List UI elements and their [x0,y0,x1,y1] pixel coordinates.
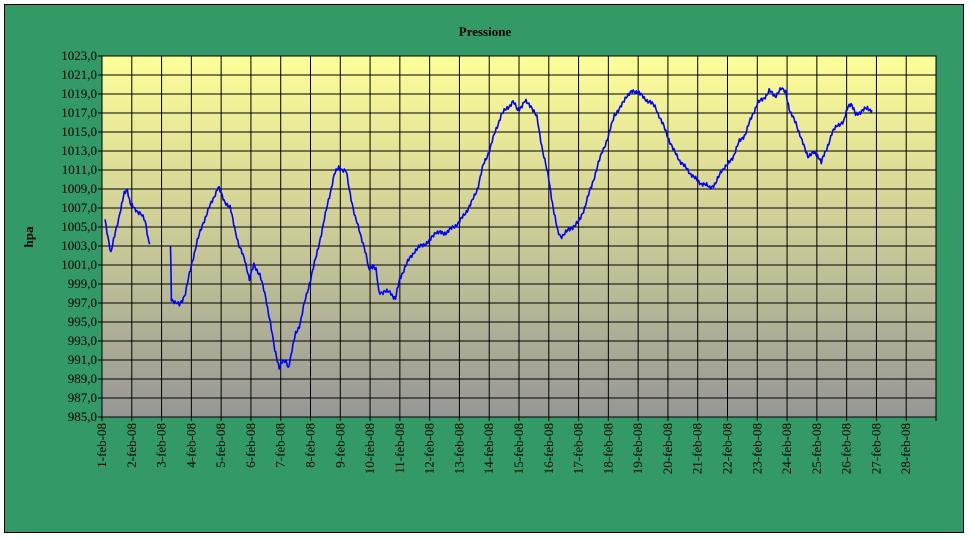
chart-title: Pressione [459,24,512,39]
x-tick-label: 3-feb-08 [154,423,169,468]
x-tick-label: 18-feb-08 [600,423,615,474]
pressure-series-line [169,87,873,370]
x-tick-label: 11-feb-08 [392,423,407,474]
x-tick-label: 23-feb-08 [749,423,764,474]
series-line [104,87,873,370]
gridlines [101,55,937,418]
y-tick-label: 1003,0 [61,238,97,253]
y-tick-label: 1017,0 [61,105,97,120]
y-tick-label: 1019,0 [61,86,97,101]
x-tick-label: 10-feb-08 [362,423,377,474]
y-tick-label: 1011,0 [62,162,97,177]
x-tick-label: 9-feb-08 [332,423,347,468]
x-tick-label: 13-feb-08 [451,423,466,474]
x-axis-ticks: 1-feb-08 2-feb-08 3-feb-08 4-feb-08 5-feb-08… [94,417,937,474]
x-tick-label: 17-feb-08 [571,423,586,474]
x-tick-label: 16-feb-08 [541,423,556,474]
x-tick-label: 1-feb-08 [94,423,109,468]
x-tick-label: 22-feb-08 [720,423,735,474]
y-axis-label: hpa [21,226,36,247]
x-tick-label: 15-feb-08 [511,423,526,474]
x-tick-label: 20-feb-08 [660,423,675,474]
y-tick-label: 999,0 [68,276,97,291]
y-tick-label: 985,0 [68,409,97,424]
x-tick-label: 25-feb-08 [809,423,824,474]
pressure-chart: Pressione 985,0 987,0 989,0 991,0 993,0 995,0… [21,24,937,474]
x-tick-label: 24-feb-08 [779,423,794,474]
x-tick-label: 6-feb-08 [243,423,258,468]
y-tick-label: 1005,0 [61,219,97,234]
y-tick-label: 993,0 [68,333,97,348]
x-tick-label: 2-feb-08 [124,423,139,468]
y-tick-label: 995,0 [68,314,97,329]
x-tick-label: 7-feb-08 [273,423,288,468]
x-tick-label: 5-feb-08 [213,423,228,468]
x-tick-label: 26-feb-08 [839,423,854,474]
chart-frame: Pressione 985,0 987,0 989,0 991,0 993,0 995,0… [4,4,964,533]
y-tick-label: 989,0 [68,371,97,386]
pressure-series-line [104,188,151,253]
x-tick-label: 27-feb-08 [868,423,883,474]
y-axis-ticks: 985,0 987,0 989,0 991,0 993,0 995,0 997,0 999,0… [61,48,102,424]
y-tick-label: 1009,0 [61,181,97,196]
y-tick-label: 997,0 [68,295,97,310]
x-tick-label: 4-feb-08 [183,423,198,468]
x-tick-label: 19-feb-08 [630,423,645,474]
y-tick-label: 987,0 [68,390,97,405]
y-tick-label: 1013,0 [61,143,97,158]
x-tick-label: 28-feb-08 [898,423,913,474]
x-tick-label: 14-feb-08 [481,423,496,474]
y-tick-label: 1007,0 [61,200,97,215]
y-tick-label: 991,0 [68,352,97,367]
y-tick-label: 1001,0 [61,257,97,272]
y-tick-label: 1015,0 [61,124,97,139]
x-tick-label: 21-feb-08 [690,423,705,474]
y-tick-label: 1021,0 [61,67,97,82]
y-tick-label: 1023,0 [61,48,97,63]
x-tick-label: 12-feb-08 [422,423,437,474]
x-tick-label: 8-feb-08 [303,423,318,468]
